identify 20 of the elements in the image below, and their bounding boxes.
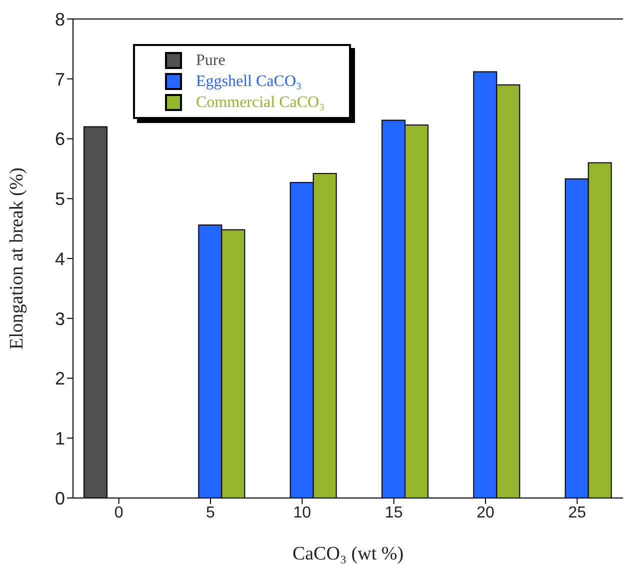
y-tick-label: 3	[54, 308, 65, 329]
x-tick-label: 0	[114, 504, 124, 522]
y-tick-label: 4	[54, 248, 65, 269]
y-tick-label: 8	[54, 9, 65, 30]
x-axis-title: CaCO₃ (wt %)	[292, 543, 404, 564]
x-tick-label: 25	[568, 504, 586, 522]
y-tick-label: 6	[54, 129, 65, 150]
legend-label: Commercial CaCO₃	[196, 93, 325, 113]
x-tick-label: 15	[384, 504, 403, 522]
y-tick-label: 7	[54, 69, 65, 90]
y-tick-label: 5	[54, 189, 65, 210]
y-axis-title: Elongation at break (%)	[6, 167, 28, 350]
y-tick-label: 1	[54, 428, 65, 449]
x-tick-label: 10	[293, 504, 312, 522]
legend-label: Eggshell CaCO₃	[196, 72, 302, 92]
x-tick-label: 20	[476, 504, 494, 522]
y-tick-label: 2	[54, 368, 65, 389]
y-tick-label: 0	[54, 488, 65, 508]
legend-label: Pure	[196, 51, 226, 71]
x-tick-label: 5	[206, 504, 216, 522]
